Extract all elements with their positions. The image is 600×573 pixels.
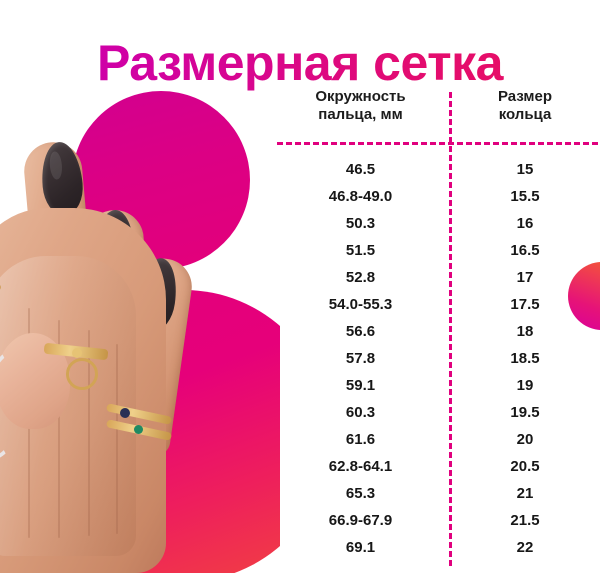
cell-ring-size: 18 — [516, 323, 534, 340]
cell-circumference: 62.8-64.1 — [328, 458, 393, 475]
cell-ring-size: 17.5 — [510, 296, 540, 313]
cell-ring-size: 16.5 — [510, 242, 540, 259]
cell-circumference: 52.8 — [345, 269, 376, 286]
cell-circumference: 66.9-67.9 — [328, 512, 393, 529]
cell-circumference: 57.8 — [345, 350, 376, 367]
palm-crease — [116, 344, 118, 534]
table-row: 46.8-49.0 15.5 — [271, 183, 600, 210]
cell-ring-size: 16 — [516, 215, 534, 232]
table-row: 69.1 22 — [271, 534, 600, 561]
cell-circumference: 56.6 — [345, 323, 376, 340]
page-title: Размерная сетка — [0, 32, 600, 94]
cell-circumference: 54.0-55.3 — [328, 296, 393, 313]
table-header-row: Окружность пальца, мм Размер кольца — [271, 86, 600, 124]
palm-crease — [88, 330, 90, 536]
table-row: 65.3 21 — [271, 480, 600, 507]
table-row: 60.3 19.5 — [271, 399, 600, 426]
cell-circumference: 69.1 — [345, 539, 376, 556]
hand-photo — [0, 58, 280, 573]
ring-clasp — [72, 348, 82, 358]
table-row: 54.0-55.3 17.5 — [271, 291, 600, 318]
cell-ring-size: 22 — [516, 539, 534, 556]
table-row: 56.6 18 — [271, 318, 600, 345]
table-row: 50.3 16 — [271, 210, 600, 237]
table-row: 52.8 17 — [271, 264, 600, 291]
hand-illustration — [0, 58, 220, 573]
cell-ring-size: 21 — [516, 485, 534, 502]
table-row: 57.8 18.5 — [271, 345, 600, 372]
column-divider-vertical — [449, 92, 452, 566]
cell-ring-size: 18.5 — [510, 350, 540, 367]
cell-circumference: 46.8-49.0 — [328, 188, 393, 205]
table-row: 59.1 19 — [271, 372, 600, 399]
table-body: 46.5 15 46.8-49.0 15.5 50.3 16 51.5 16.5 52.8 17 5… — [271, 156, 600, 561]
table-row: 66.9-67.9 21.5 — [271, 507, 600, 534]
ring-hoop-pendant — [66, 358, 98, 390]
cell-circumference: 46.5 — [345, 161, 376, 178]
cell-circumference: 51.5 — [345, 242, 376, 259]
header-divider-horizontal — [277, 142, 598, 145]
gem-sapphire — [120, 408, 130, 418]
table-row: 46.5 15 — [271, 156, 600, 183]
cell-ring-size: 21.5 — [510, 512, 540, 529]
palm-crease — [58, 320, 60, 538]
cell-circumference: 59.1 — [345, 377, 376, 394]
cell-ring-size: 15.5 — [510, 188, 540, 205]
column-header-circumference: Окружность пальца, мм — [315, 88, 406, 123]
gem-emerald — [134, 425, 143, 434]
table-row: 62.8-64.1 20.5 — [271, 453, 600, 480]
size-table: Окружность пальца, мм Размер кольца 46.5… — [271, 86, 600, 573]
column-header-ring-size: Размер кольца — [497, 88, 553, 123]
cell-circumference: 60.3 — [345, 404, 376, 421]
cell-ring-size: 17 — [516, 269, 534, 286]
cell-ring-size: 15 — [516, 161, 534, 178]
cell-circumference: 61.6 — [345, 431, 376, 448]
table-row: 61.6 20 — [271, 426, 600, 453]
table-row: 51.5 16.5 — [271, 237, 600, 264]
cell-circumference: 50.3 — [345, 215, 376, 232]
cell-ring-size: 19 — [516, 377, 534, 394]
cell-ring-size: 20 — [516, 431, 534, 448]
cell-ring-size: 20.5 — [510, 458, 540, 475]
cell-ring-size: 19.5 — [510, 404, 540, 421]
cell-circumference: 65.3 — [345, 485, 376, 502]
